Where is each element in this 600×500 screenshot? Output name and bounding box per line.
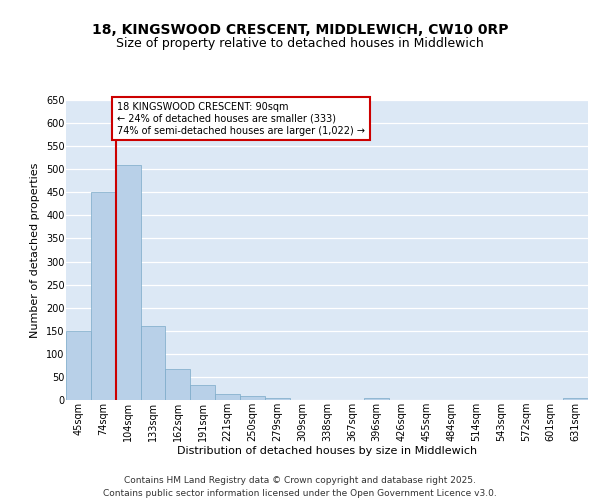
Text: 18 KINGSWOOD CRESCENT: 90sqm
← 24% of detached houses are smaller (333)
74% of s: 18 KINGSWOOD CRESCENT: 90sqm ← 24% of de… [117, 102, 365, 136]
Bar [66, 331, 91, 400]
Text: Size of property relative to detached houses in Middlewich: Size of property relative to detached ho… [116, 38, 484, 51]
Bar [116, 164, 140, 400]
Bar [140, 326, 166, 400]
Bar [364, 398, 389, 400]
Y-axis label: Number of detached properties: Number of detached properties [31, 162, 40, 338]
Text: Contains HM Land Registry data © Crown copyright and database right 2025.
Contai: Contains HM Land Registry data © Crown c… [103, 476, 497, 498]
Bar [215, 394, 240, 400]
Text: 18, KINGSWOOD CRESCENT, MIDDLEWICH, CW10 0RP: 18, KINGSWOOD CRESCENT, MIDDLEWICH, CW10… [92, 22, 508, 36]
Bar [190, 385, 215, 400]
Bar [240, 396, 265, 400]
X-axis label: Distribution of detached houses by size in Middlewich: Distribution of detached houses by size … [177, 446, 477, 456]
Bar [563, 398, 588, 400]
Bar [166, 368, 190, 400]
Bar [265, 398, 290, 400]
Bar [91, 192, 116, 400]
